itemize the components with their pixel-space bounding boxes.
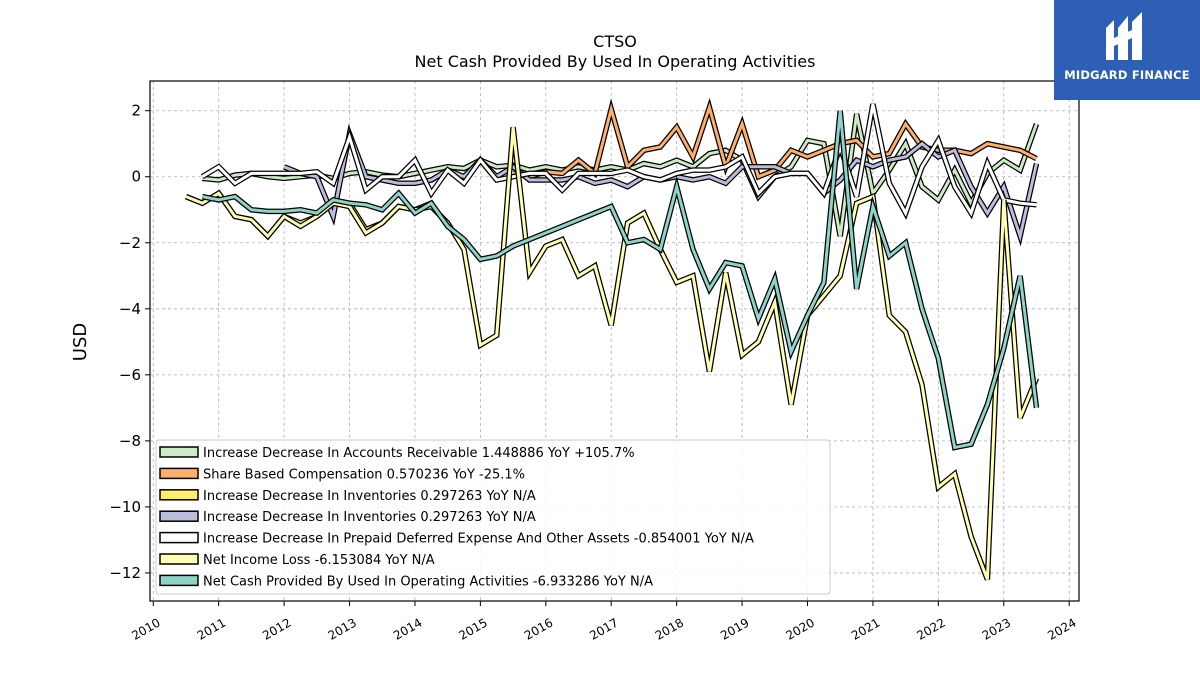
x-tick-label: 2018: [653, 615, 686, 642]
legend-entry: Net Income Loss -6.153084 YoY N/A: [203, 553, 435, 568]
chart-title: CTSO: [593, 32, 637, 51]
y-tick-label: −4: [119, 300, 141, 318]
legend-swatch: [159, 574, 199, 587]
brand-name: MIDGARD FINANCE: [1064, 68, 1190, 82]
brand-logo: MIDGARD FINANCE: [1054, 0, 1200, 100]
y-tick-label: −6: [119, 366, 141, 384]
series-4: [200, 103, 1037, 220]
x-tick-label: 2024: [1045, 615, 1078, 642]
x-tick-label: 2012: [260, 615, 293, 642]
y-axis-label: USD: [70, 323, 91, 361]
x-tick-label: 2010: [129, 615, 162, 642]
x-tick-label: 2021: [849, 615, 882, 642]
y-tick-label: 2: [131, 102, 141, 120]
x-tick-label: 2020: [784, 615, 817, 642]
series-6-line: [202, 110, 1038, 450]
legend: Increase Decrease In Accounts Receivable…: [155, 439, 831, 595]
x-tick-label: 2011: [195, 615, 228, 642]
x-tick-label: 2014: [391, 615, 424, 642]
chart-title-group: CTSO Net Cash Provided By Used In Operat…: [415, 32, 816, 71]
x-tick-label: 2023: [980, 615, 1013, 642]
chart-subtitle: Net Cash Provided By Used In Operating A…: [415, 52, 816, 71]
legend-swatch: [159, 531, 199, 544]
y-tick-label: 0: [131, 168, 141, 186]
legend-entry: Share Based Compensation 0.570236 YoY -2…: [203, 467, 525, 482]
x-tick-label: 2013: [326, 615, 359, 642]
series-4-line: [201, 103, 1037, 217]
legend-entry: Increase Decrease In Accounts Receivable…: [203, 446, 635, 461]
legend-swatch: [159, 489, 199, 501]
legend-entry: Increase Decrease In Inventories 0.29726…: [203, 489, 536, 504]
legend-entry: Increase Decrease In Prepaid Deferred Ex…: [203, 532, 754, 547]
x-tick-label: 2015: [456, 615, 489, 642]
x-tick-label: 2017: [587, 615, 620, 642]
legend-swatch: [159, 553, 199, 565]
y-axis-ticks: 2 0 −2 −4 −6 −8 −10 −12: [109, 102, 150, 582]
x-tick-label: 2016: [522, 615, 555, 642]
legend-entry: Net Cash Provided By Used In Operating A…: [203, 574, 653, 589]
legend-box: [155, 439, 831, 595]
legend-swatch: [159, 446, 199, 458]
legend-entry: Increase Decrease In Inventories 0.29726…: [203, 510, 536, 525]
y-tick-label: −12: [109, 564, 141, 582]
x-tick-label: 2019: [718, 615, 751, 642]
x-tick-label: 2022: [914, 615, 947, 642]
midgard-logo-icon: [1106, 12, 1142, 60]
y-tick-label: −8: [119, 432, 141, 450]
legend-swatch: [159, 510, 199, 522]
y-tick-label: −2: [119, 234, 141, 252]
plot-frame: [149, 80, 1080, 602]
series-lines: [184, 97, 1040, 581]
series-6: [201, 110, 1040, 451]
y-tick-label: −10: [109, 498, 141, 516]
x-axis-ticks: 2010 2011 2012 2013 2014 2015 2016 2017 2018 2019…: [129, 601, 1079, 643]
legend-swatch: [159, 467, 199, 480]
